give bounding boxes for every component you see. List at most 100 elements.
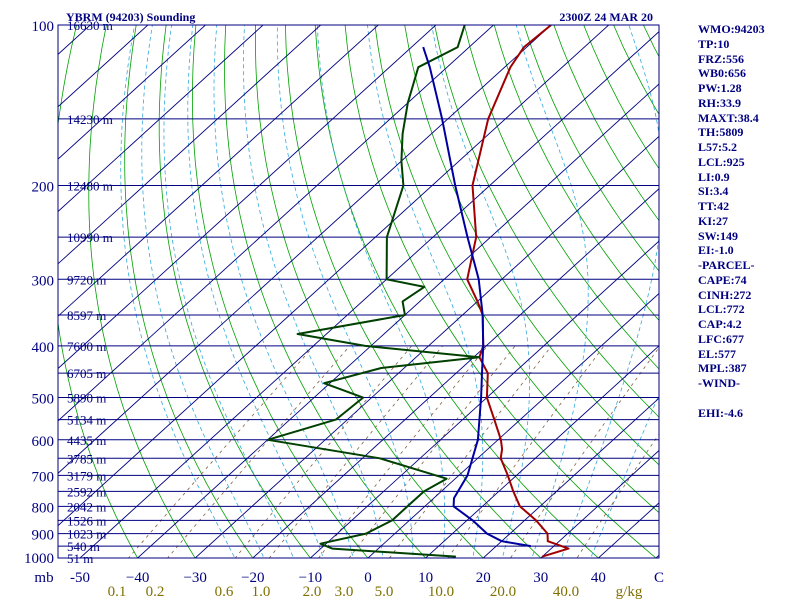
parameter-item: EL:577 <box>698 346 737 361</box>
height-level-label: 1526 m <box>67 513 106 528</box>
pressure-tick-label: 800 <box>32 500 55 516</box>
dry-adiabat-line <box>763 25 800 569</box>
mixing-ratio-line <box>509 346 659 558</box>
temperature-unit-label: C <box>654 570 664 586</box>
temperature-tick-label: −20 <box>241 570 264 586</box>
profile-curves <box>266 25 570 558</box>
dry-adiabat-line <box>523 25 659 272</box>
height-level-label: 3179 m <box>67 468 106 483</box>
isotherm-line <box>58 25 610 527</box>
isotherm-line <box>58 25 322 265</box>
isotherm-line <box>194 135 659 558</box>
isotherm-line <box>58 25 207 160</box>
dry-adiabat-line <box>58 25 139 558</box>
chart-title-station: YBRM (94203) Sounding <box>66 10 195 24</box>
isotherm-line <box>424 345 659 558</box>
parameter-item: SI:3.4 <box>698 184 729 199</box>
temperature-tick-label: 10 <box>418 570 433 586</box>
temperature-tick-label: −40 <box>126 570 149 586</box>
mixing-ratio-line <box>167 345 351 558</box>
pressure-tick-label: 300 <box>32 273 55 289</box>
dry-adiabat-line <box>374 25 659 514</box>
isotherm-line <box>58 25 264 213</box>
moist-adiabat-line <box>560 25 659 558</box>
parameter-item: PW:1.28 <box>698 81 742 95</box>
height-level-label: 3785 m <box>67 451 106 466</box>
mixing-ratio-label: 2.0 <box>303 584 322 600</box>
height-level-label: 6705 m <box>67 366 106 381</box>
isotherm-line <box>58 25 552 474</box>
temperature-tick-label: 30 <box>533 570 548 586</box>
moist-adiabat-line <box>243 25 384 558</box>
dry-adiabat-line <box>285 25 542 558</box>
isotherm-line <box>597 502 659 558</box>
pressure-tick-label: 400 <box>32 340 55 356</box>
dry-adiabat-line <box>224 25 427 558</box>
temperature-tick-label: 40 <box>591 570 606 586</box>
dry-adiabat-line <box>434 25 659 418</box>
chart-title-time: 2300Z 24 MAR 20 <box>559 10 653 24</box>
temperature-tick-label: 20 <box>476 570 491 586</box>
temperature-tick-label: −10 <box>299 570 322 586</box>
mixing-ratio-label: 40.0 <box>553 584 579 600</box>
height-level-label: 2042 m <box>67 499 106 514</box>
moist-adiabat-line <box>367 25 484 558</box>
parameter-item: RH:33.9 <box>698 95 741 110</box>
dry-adiabat-line <box>88 25 196 558</box>
height-level-label: 4435 m <box>67 433 106 448</box>
height-level-label: 51 m <box>67 551 93 566</box>
height-level-label: 1023 m <box>67 527 106 542</box>
height-level-label: 7600 m <box>67 339 106 354</box>
mixing-ratio-label: 1.0 <box>252 584 271 600</box>
parameter-item: EHI:-4.6 <box>698 405 743 420</box>
temperature-curve <box>466 25 570 558</box>
height-level-label: 12480 m <box>67 178 113 193</box>
parameter-item: FRZ:556 <box>698 51 744 66</box>
isotherm-line <box>58 25 437 370</box>
mixing-ratio-label: 0.1 <box>108 584 127 600</box>
mixing-ratio-label: 20.0 <box>490 584 516 600</box>
parameter-item: TP:10 <box>698 36 730 51</box>
isotherm-line <box>58 25 149 108</box>
moist-adiabat-line <box>317 25 446 558</box>
dry-adiabat-line <box>314 25 600 558</box>
pressure-tick-label: 900 <box>32 528 55 544</box>
height-level-label: 540 m <box>67 539 100 554</box>
parameter-item: -WIND- <box>698 376 740 390</box>
dry-adiabat-line <box>124 25 254 558</box>
pressure-tick-label: 600 <box>32 434 55 450</box>
isotherm-line <box>136 83 659 558</box>
dry-adiabat-line <box>344 25 657 558</box>
height-level-label: 14230 m <box>67 112 113 127</box>
mixing-ratio-line <box>447 345 605 558</box>
sounding-parameters-list: WMO:94203 TP:10 FRZ:556 WB0:656 PW:1.28 RH:33… <box>698 22 765 420</box>
mixing-ratio-label: 3.0 <box>335 584 354 600</box>
parameter-item: CAP:4.2 <box>698 317 742 331</box>
mixing-ratio-label: 0.2 <box>146 584 165 600</box>
grid-lines <box>0 13 800 569</box>
mixing-ratio-line <box>388 345 552 558</box>
moist-adiabat-line <box>276 25 414 558</box>
height-level-label: 8597 m <box>67 308 106 323</box>
height-level-label: 16630 m <box>67 18 113 33</box>
parameter-item: LCL:772 <box>698 302 745 317</box>
isotherm-line <box>309 240 659 558</box>
isotherm-line <box>252 188 659 558</box>
pressure-tick-label: 200 <box>32 179 55 195</box>
isotherm-line <box>58 25 379 317</box>
parameter-item: TT:42 <box>698 199 730 213</box>
mixing-ratio-line <box>234 345 412 558</box>
height-level-label: 10990 m <box>67 230 113 245</box>
isotherm-line <box>0 13 46 569</box>
parameter-item <box>698 391 765 406</box>
mixing-ratio-label: 0.6 <box>215 584 234 600</box>
temperature-tick-label: 0 <box>364 570 372 586</box>
parameter-item: SW:149 <box>698 228 739 243</box>
dry-adiabat-line <box>158 25 311 558</box>
isotherm-line <box>482 397 659 558</box>
moist-adiabat-line <box>213 25 354 558</box>
moist-adiabat-line <box>515 25 589 558</box>
isotherm-line <box>79 31 659 558</box>
